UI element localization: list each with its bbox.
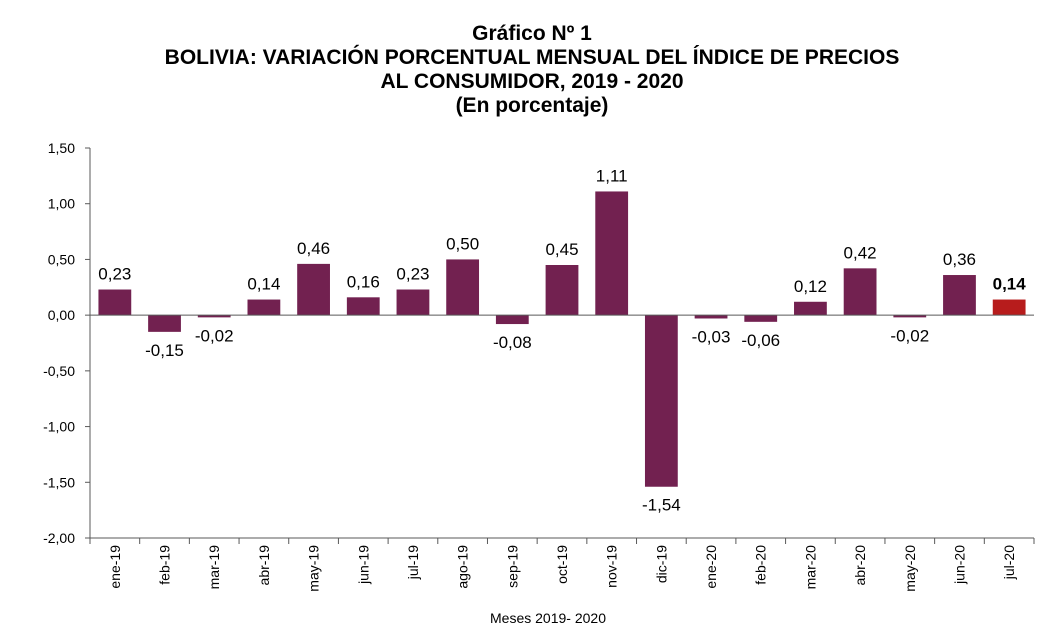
data-label: -0,08 (493, 333, 532, 352)
bar (893, 315, 927, 318)
y-axis: 1,50 1,00 0,50 0,00 -0,50 -1,00 -1,50 -2,00 (43, 140, 91, 546)
x-tick-label: nov-19 (604, 545, 620, 588)
data-label: 0,50 (446, 234, 479, 253)
bar (297, 263, 330, 316)
data-label: 0,23 (98, 265, 131, 284)
bar (992, 299, 1026, 316)
y-tick-label: 0,50 (48, 251, 75, 267)
x-tick-label: oct-19 (554, 545, 570, 584)
x-tick-label: ene-20 (703, 545, 719, 589)
data-label: 0,23 (396, 265, 429, 284)
y-tick-label: -1,00 (43, 419, 75, 435)
y-tick-label: -2,00 (43, 530, 75, 546)
bar (396, 289, 430, 316)
x-tick-label: dic-19 (653, 545, 669, 583)
x-tick-label: ago-19 (455, 545, 471, 589)
data-label: -1,54 (642, 496, 681, 515)
data-label: -0,15 (145, 341, 184, 360)
x-tick-label: jul-20 (1001, 545, 1017, 580)
bar (595, 191, 629, 316)
bar (644, 315, 678, 487)
chart-title-line-4: (En porcentaje) (455, 94, 609, 117)
data-label: 1,11 (596, 166, 628, 185)
data-label: 0,14 (993, 275, 1027, 294)
chart-title-line-2: BOLIVIA: VARIACIÓN PORCENTUAL MENSUAL DE… (164, 46, 900, 69)
data-label: -0,02 (890, 326, 929, 345)
y-tick-label: 1,00 (48, 196, 75, 212)
x-tick-label: may-20 (902, 545, 918, 592)
chart-title-line-3: AL CONSUMIDOR, 2019 - 2020 (380, 70, 684, 93)
data-label: -0,06 (741, 331, 780, 350)
data-label: -0,02 (195, 326, 234, 345)
x-tick-label: may-19 (306, 545, 322, 592)
bar (744, 315, 778, 322)
x-tick-label: feb-20 (753, 545, 769, 585)
x-tick-label: jul-19 (405, 545, 421, 580)
bar (446, 259, 480, 316)
chart-title-line-1: Gráfico Nº 1 (472, 22, 592, 45)
x-tick-label: feb-19 (157, 545, 173, 585)
bar (98, 289, 132, 316)
x-tick-label: sep-19 (504, 545, 520, 588)
y-tick-label: 0,00 (48, 307, 75, 323)
data-label: 0,16 (347, 272, 380, 291)
data-label: 0,36 (943, 250, 976, 269)
data-label: 0,45 (545, 240, 578, 259)
bar (545, 265, 579, 316)
data-label: 0,42 (844, 243, 877, 262)
bar (197, 315, 231, 318)
data-label: -0,03 (692, 327, 731, 346)
bar (843, 268, 877, 316)
x-axis-ticks: ene-19 feb-19 mar-19 abr-19 may-19 jun-19 jul-… (89, 537, 1035, 592)
x-tick-label: jun-20 (951, 545, 967, 585)
x-tick-label: jun-19 (355, 545, 371, 585)
x-tick-label: abr-19 (256, 545, 272, 586)
data-labels: 0,23 -0,15 -0,02 0,14 0,46 0,16 0,23 0,50 -0,08 0… (98, 166, 1026, 514)
bars (98, 191, 1026, 487)
y-tick-label: -0,50 (43, 363, 75, 379)
bar (694, 315, 728, 319)
data-label: 0,14 (247, 275, 280, 294)
data-label: 0,46 (297, 239, 330, 258)
bar (495, 315, 529, 325)
x-tick-label: ene-19 (107, 545, 123, 589)
x-axis-label: Meses 2019- 2020 (490, 610, 606, 626)
x-tick-label: mar-19 (206, 545, 222, 590)
y-tick-label: -1,50 (43, 474, 75, 490)
bar (794, 301, 827, 316)
bar (346, 297, 380, 316)
bar (148, 315, 181, 332)
x-tick-label: mar-20 (802, 545, 818, 590)
bar (247, 299, 281, 316)
x-tick-label: abr-20 (852, 545, 868, 586)
y-tick-label: 1,50 (48, 140, 75, 156)
data-label: 0,12 (794, 277, 827, 296)
bar (943, 275, 976, 316)
chart-title-block: Gráfico Nº 1 BOLIVIA: VARIACIÓN PORCENTU… (0, 22, 1064, 118)
